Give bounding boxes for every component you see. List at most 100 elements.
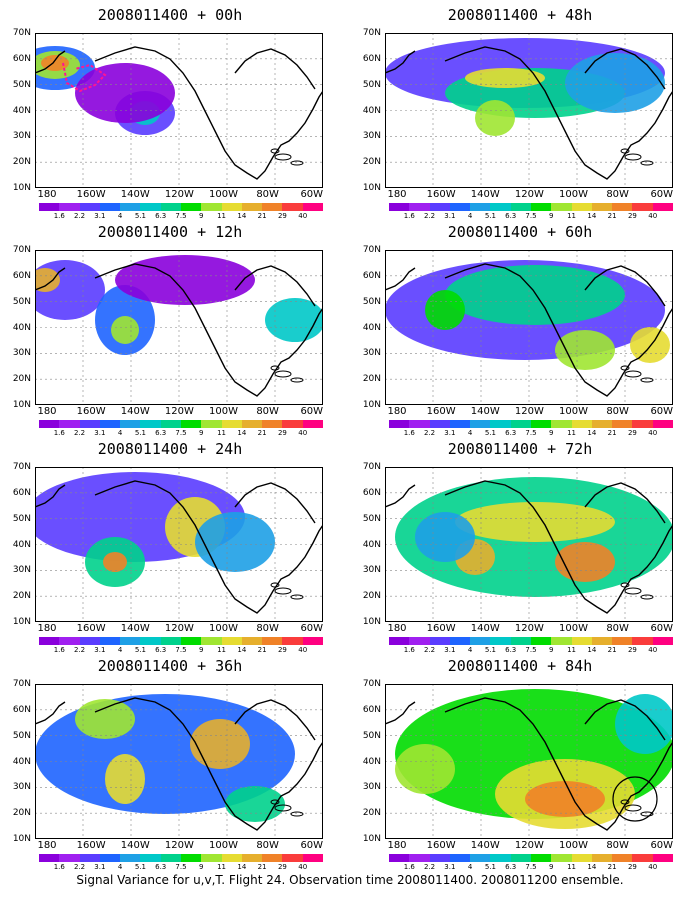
- colorbar-swatch: [612, 203, 633, 211]
- longitude-tick-label: 60W: [650, 623, 674, 634]
- longitude-tick-label: 100W: [209, 189, 238, 200]
- island-outline: [640, 160, 654, 166]
- latitude-tick-label: 10N: [12, 834, 31, 844]
- island-outline: [270, 148, 280, 154]
- coastline: [234, 48, 316, 90]
- colorbar-swatch: [490, 203, 511, 211]
- coastline: [385, 484, 416, 508]
- colorbar-swatch: [490, 637, 511, 645]
- colorbar: [39, 854, 323, 862]
- longitude-tick-label: 140W: [120, 623, 150, 634]
- colorbar-swatch: [530, 203, 552, 211]
- latitude-tick-label: 20N: [12, 374, 31, 385]
- variance-contour: [395, 744, 455, 794]
- colorbar-swatch: [302, 637, 323, 645]
- longitude-tick-label: 80W: [256, 623, 279, 634]
- coastline: [444, 697, 673, 831]
- latitude-tick-label: 60N: [362, 270, 381, 281]
- colorbar-label: 14: [237, 212, 247, 220]
- colorbar-swatch: [120, 637, 141, 645]
- colorbar-swatch: [262, 203, 283, 211]
- latitude-tick-label: 70N: [12, 679, 31, 689]
- colorbar-swatch: [551, 420, 572, 428]
- island-outline: [640, 594, 654, 600]
- forecast-panel: 2008011400 + 72h 70N 60N 50N 40N 30N 20N 10N 180…: [350, 434, 690, 654]
- latitude-tick-label: 70N: [362, 28, 381, 38]
- coastline: [94, 263, 323, 397]
- island-outline: [274, 804, 292, 812]
- colorbar-swatch: [449, 203, 471, 211]
- colorbar-label: 2.2: [73, 212, 86, 220]
- colorbar-label: 14: [587, 646, 597, 654]
- colorbar-swatch: [160, 420, 181, 428]
- colorbar-swatch: [449, 854, 471, 862]
- colorbar-swatch: [241, 203, 263, 211]
- colorbar-swatch: [530, 854, 552, 862]
- colorbar-swatch: [632, 854, 653, 862]
- longitude-tick-label: 140W: [120, 406, 150, 417]
- longitude-tick-label: 80W: [256, 840, 279, 851]
- longitude-tick-label: 140W: [120, 189, 150, 200]
- colorbar-label: 7.5: [525, 863, 537, 871]
- colorbar-label: 21: [257, 863, 267, 871]
- colorbar-label: 3.1: [444, 429, 456, 437]
- colorbar-label: 40: [298, 429, 308, 437]
- longitude-tick-label: 80W: [606, 623, 629, 634]
- variance-map: [35, 684, 323, 839]
- colorbar: [389, 203, 673, 211]
- latitude-tick-label: 20N: [362, 808, 381, 819]
- colorbar-swatch: [180, 203, 202, 211]
- colorbar-swatch: [571, 637, 592, 645]
- variance-contour: [75, 63, 175, 123]
- longitude-tick-label: 140W: [470, 623, 500, 634]
- colorbar-swatch: [632, 637, 653, 645]
- colorbar-label: 5.1: [484, 863, 496, 871]
- latitude-tick-label: 10N: [12, 400, 31, 410]
- variance-map: [35, 250, 323, 405]
- colorbar-swatch: [510, 420, 531, 428]
- colorbar-swatch: [221, 854, 242, 862]
- colorbar-label: 3.1: [94, 863, 106, 871]
- map-frame: [385, 33, 673, 188]
- colorbar-swatch: [612, 420, 633, 428]
- latitude-tick-label: 30N: [12, 565, 31, 576]
- colorbar-swatch: [241, 854, 263, 862]
- longitude-tick-label: 60W: [650, 406, 674, 417]
- colorbar-swatch: [389, 854, 410, 862]
- longitude-tick-label: 140W: [120, 840, 150, 851]
- colorbar-swatch: [39, 854, 60, 862]
- latitude-tick-label: 10N: [362, 183, 381, 193]
- colorbar-label: 11: [567, 863, 577, 871]
- variance-contour: [105, 754, 145, 804]
- colorbar-swatch: [571, 854, 592, 862]
- latitude-tick-label: 40N: [362, 322, 381, 333]
- panel-title: 2008011400 + 12h: [97, 223, 243, 241]
- island-outline: [290, 811, 304, 817]
- latitude-tick-label: 50N: [362, 513, 381, 524]
- colorbar-swatch: [99, 854, 121, 862]
- island-outline: [290, 377, 304, 383]
- flight-track: [62, 62, 107, 93]
- colorbar-swatch: [409, 637, 430, 645]
- coastline: [444, 480, 673, 614]
- colorbar-swatch: [510, 637, 531, 645]
- colorbar-swatch: [282, 203, 303, 211]
- colorbar-swatch: [571, 203, 592, 211]
- island-outline: [270, 365, 280, 371]
- colorbar-label: 21: [257, 429, 267, 437]
- colorbar-label: 5.1: [134, 863, 146, 871]
- longitude-tick-label: 100W: [559, 840, 588, 851]
- colorbar-label: 4: [467, 212, 473, 220]
- colorbar-label: 5.1: [134, 212, 146, 220]
- colorbar-swatch: [221, 420, 242, 428]
- variance-contour: [425, 290, 465, 330]
- colorbar-swatch: [79, 637, 100, 645]
- island-outline: [624, 804, 642, 812]
- colorbar-label: 14: [237, 863, 247, 871]
- colorbar-label: 3.1: [94, 212, 106, 220]
- panel-title: 2008011400 + 24h: [97, 440, 243, 458]
- colorbar-swatch: [120, 420, 141, 428]
- variance-contour: [465, 68, 545, 88]
- colorbar-label: 4: [117, 863, 123, 871]
- latitude-tick-label: 30N: [362, 131, 381, 142]
